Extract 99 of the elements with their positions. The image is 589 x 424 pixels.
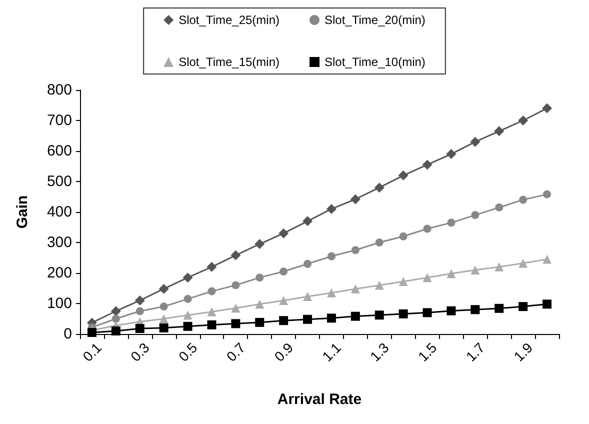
point <box>303 292 312 301</box>
point <box>543 190 552 198</box>
point <box>280 267 288 276</box>
y-tick-label: 100 <box>46 295 72 312</box>
point <box>182 272 193 283</box>
y-tick-label: 500 <box>46 173 72 190</box>
point <box>470 305 480 314</box>
x-tick-label: 0.7 <box>223 339 248 365</box>
point <box>160 302 168 311</box>
point <box>231 319 240 328</box>
point <box>279 296 288 305</box>
point <box>494 262 504 272</box>
point <box>374 182 384 193</box>
point <box>399 232 408 240</box>
point <box>398 170 408 180</box>
point <box>231 304 240 313</box>
point <box>519 196 528 204</box>
point <box>183 310 192 320</box>
x-tick-label: 0.1 <box>79 339 105 365</box>
point <box>494 304 504 313</box>
point <box>518 116 528 126</box>
point <box>255 300 264 309</box>
point <box>350 284 360 294</box>
point <box>208 287 216 296</box>
x-tick-label: 1.7 <box>462 339 488 365</box>
point <box>207 307 216 316</box>
y-tick-label: 0 <box>64 326 72 342</box>
point <box>206 262 217 272</box>
point <box>254 239 265 250</box>
point <box>375 238 384 246</box>
point <box>158 284 169 294</box>
y-tick-label: 300 <box>46 234 72 251</box>
point <box>279 316 288 326</box>
legend-label: Slot_Time_10(min) <box>324 55 426 69</box>
point <box>327 252 336 260</box>
point <box>351 246 360 254</box>
point <box>207 320 216 330</box>
point <box>470 265 480 274</box>
point <box>495 203 504 212</box>
point <box>326 314 336 323</box>
point <box>232 281 240 290</box>
y-tick-label: 200 <box>46 264 72 282</box>
point <box>446 269 456 278</box>
point <box>422 160 432 170</box>
legend-label: Slot_Time_20(min) <box>324 13 426 27</box>
y-axis-title: Gain <box>14 195 31 229</box>
point <box>304 260 312 268</box>
point <box>374 310 384 320</box>
point <box>326 204 336 214</box>
point <box>518 258 528 268</box>
y-tick-label: 800 <box>46 82 72 98</box>
point <box>422 273 432 282</box>
point <box>518 302 528 312</box>
point <box>110 306 121 316</box>
x-tick-label: 0.3 <box>127 339 153 365</box>
point <box>184 294 192 303</box>
point <box>136 307 144 316</box>
point <box>423 224 432 233</box>
x-tick-label: 1.5 <box>414 339 440 365</box>
point <box>278 228 289 238</box>
point <box>135 324 144 334</box>
point <box>494 126 504 136</box>
point <box>134 295 145 306</box>
x-tick-label: 0.5 <box>175 339 200 365</box>
point <box>542 254 552 264</box>
point <box>470 136 480 147</box>
point <box>159 314 168 324</box>
point <box>446 306 456 316</box>
point <box>446 149 456 160</box>
legend-label: Slot_Time_15(min) <box>178 55 280 69</box>
point <box>542 300 552 309</box>
point <box>230 250 241 260</box>
y-tick-label: 700 <box>46 112 72 129</box>
point <box>255 318 264 327</box>
point <box>447 218 456 227</box>
point <box>422 308 432 318</box>
point <box>374 280 384 290</box>
point <box>112 314 120 323</box>
x-tick-label: 1.1 <box>318 339 344 365</box>
x-tick-label: 1.3 <box>366 339 392 365</box>
x-tick-label: 1.9 <box>510 339 536 365</box>
point <box>303 314 312 324</box>
point <box>350 194 360 204</box>
point <box>398 277 408 286</box>
legend-label: Slot_Time_25(min) <box>178 13 280 27</box>
x-tick-label: 0.9 <box>271 339 296 365</box>
point <box>542 103 552 114</box>
point <box>398 309 408 318</box>
point <box>111 326 120 336</box>
point <box>256 274 264 282</box>
point <box>302 216 313 226</box>
point <box>350 312 360 321</box>
point <box>183 322 192 331</box>
point <box>326 288 336 298</box>
y-tick-label: 400 <box>46 204 72 220</box>
x-axis-title: Arrival Rate <box>277 391 362 408</box>
point <box>159 323 168 332</box>
y-tick-label: 600 <box>46 142 72 160</box>
point <box>471 211 480 220</box>
